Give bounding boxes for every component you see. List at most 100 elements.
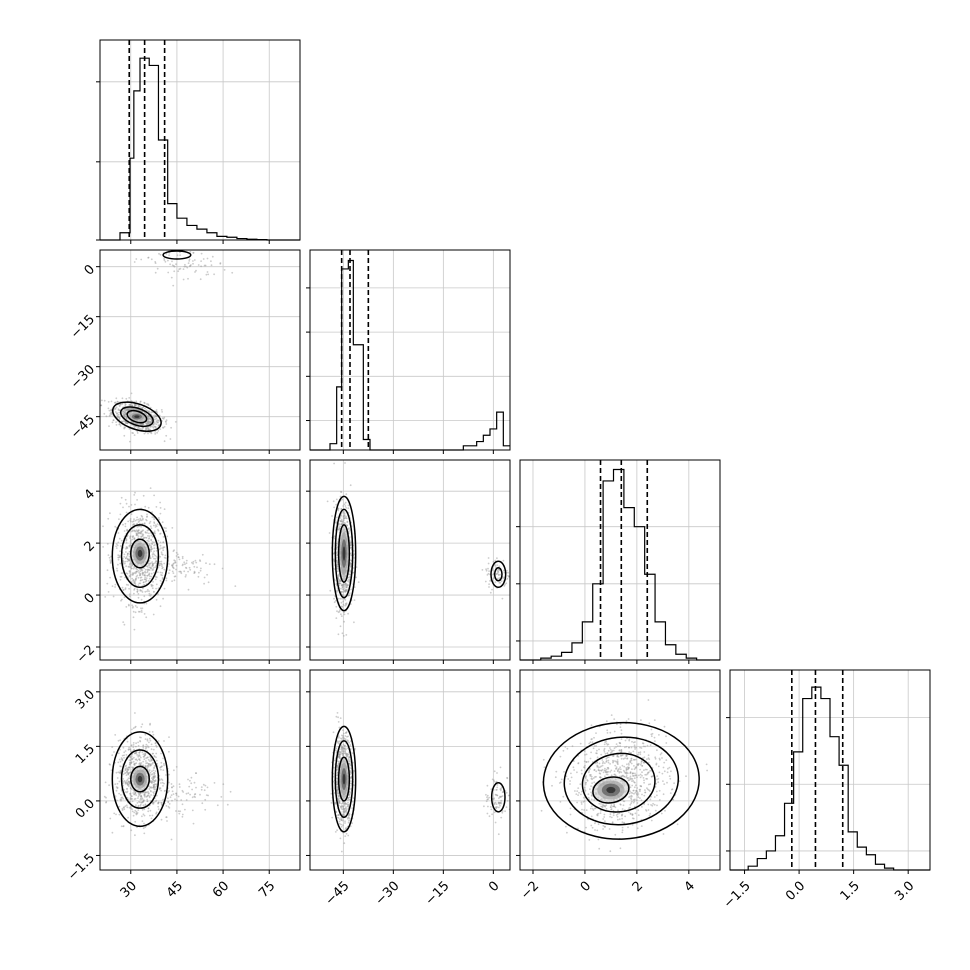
sample-point — [104, 596, 107, 598]
sample-point — [117, 771, 120, 774]
sample-point — [187, 262, 190, 264]
sample-point — [163, 259, 166, 262]
sample-point — [153, 590, 155, 593]
sample-point — [141, 579, 144, 581]
sample-point — [340, 850, 343, 853]
sample-point — [139, 756, 142, 759]
sample-point — [148, 428, 150, 430]
scatter-points-2-1 — [326, 462, 511, 637]
sample-point — [154, 578, 157, 581]
sample-point — [613, 718, 616, 720]
sample-point — [174, 560, 177, 562]
sample-point — [340, 615, 343, 617]
sample-point — [201, 553, 204, 556]
sample-point — [580, 793, 582, 796]
sample-point — [187, 778, 189, 781]
sample-point — [158, 252, 160, 255]
sample-point — [140, 525, 143, 528]
sample-point — [103, 399, 106, 402]
sample-point — [141, 533, 144, 536]
sample-point — [152, 748, 155, 751]
sample-point — [145, 762, 148, 765]
sample-point — [125, 583, 128, 586]
sample-point — [168, 790, 170, 792]
sample-point — [151, 511, 154, 513]
sample-point — [496, 784, 499, 786]
sample-point — [151, 731, 154, 733]
sample-point — [125, 502, 128, 505]
sample-point — [555, 770, 558, 773]
sample-point — [147, 417, 150, 420]
sample-point — [337, 760, 339, 762]
sample-point — [149, 809, 152, 812]
sample-point — [578, 791, 580, 794]
sample-point — [130, 504, 133, 506]
sample-point — [131, 538, 134, 541]
sample-point — [150, 790, 152, 793]
sample-point — [207, 273, 210, 276]
sample-point — [579, 783, 582, 786]
sample-point — [143, 808, 146, 811]
sample-point — [501, 791, 504, 793]
histogram-1 — [310, 259, 510, 451]
sample-point — [342, 824, 344, 827]
sample-point — [199, 278, 202, 281]
sample-point — [210, 260, 212, 263]
sample-point — [142, 827, 145, 830]
sample-point — [165, 530, 167, 532]
sample-point — [621, 829, 624, 832]
sample-point — [180, 571, 182, 573]
sample-point — [175, 555, 178, 557]
sample-point — [179, 267, 182, 270]
sample-point — [131, 529, 134, 532]
sample-point — [107, 591, 110, 593]
sample-point — [490, 808, 493, 811]
sample-point — [618, 818, 621, 821]
sample-point — [337, 716, 339, 719]
sample-point — [128, 550, 131, 553]
sample-point — [127, 816, 129, 819]
sample-point — [119, 562, 122, 565]
sample-point — [108, 784, 110, 787]
sample-point — [496, 557, 498, 560]
sample-point — [143, 402, 146, 405]
sample-point — [341, 598, 343, 600]
sample-point — [125, 538, 128, 541]
sample-point — [145, 743, 148, 746]
sample-point — [649, 770, 651, 772]
sample-point — [134, 519, 137, 522]
sample-point — [150, 572, 153, 575]
sample-point — [100, 404, 102, 407]
sample-point — [151, 773, 154, 775]
sample-point — [122, 589, 125, 591]
histogram-2 — [520, 468, 720, 661]
sample-point — [155, 525, 158, 528]
sample-point — [121, 758, 123, 761]
sample-point — [616, 759, 619, 761]
sample-point — [149, 575, 151, 578]
sample-point — [133, 518, 135, 521]
sample-point — [344, 604, 347, 607]
sample-point — [190, 264, 192, 266]
sample-point — [123, 623, 126, 626]
sample-point — [598, 847, 601, 850]
sample-point — [123, 556, 126, 558]
sample-point — [643, 779, 645, 782]
sample-point — [338, 820, 341, 823]
sample-point — [198, 571, 200, 574]
sample-point — [507, 571, 509, 574]
sample-point — [164, 260, 167, 263]
sample-point — [486, 812, 489, 815]
sample-point — [149, 739, 152, 742]
sample-point — [112, 419, 115, 421]
sample-point — [147, 415, 150, 417]
sample-point — [106, 582, 109, 585]
sample-point — [130, 513, 133, 516]
sample-point — [130, 829, 133, 832]
sample-point — [164, 789, 167, 792]
sample-point — [602, 818, 605, 820]
sample-point — [130, 797, 133, 800]
sample-point — [641, 806, 643, 808]
sample-point — [148, 788, 151, 790]
sample-point — [343, 514, 346, 517]
